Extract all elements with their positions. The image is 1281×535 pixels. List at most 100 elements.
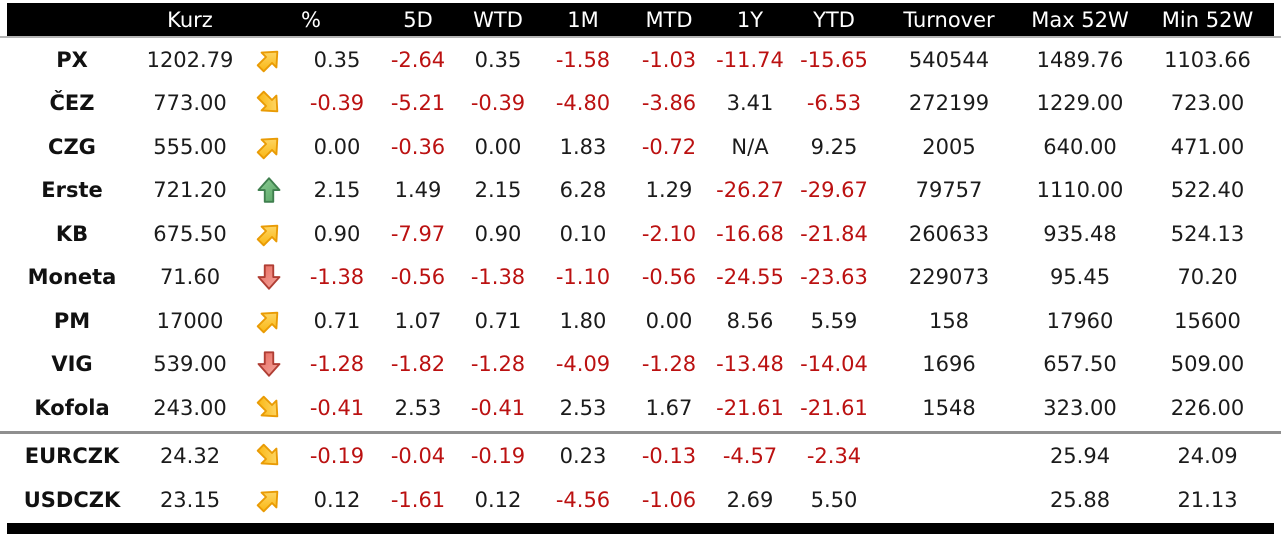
turnover-value: 158 bbox=[928, 308, 970, 333]
1m-value: -4.56 bbox=[555, 487, 611, 512]
1y-value: -26.27 bbox=[716, 178, 784, 203]
max52w-value: 17960 bbox=[1046, 308, 1114, 333]
column-header-ytd: YTD bbox=[813, 7, 855, 32]
ytd-value: 5.50 bbox=[810, 487, 858, 512]
table-row: VIG 539.00 -1.28 -1.82 -1.28 -4.09 -1.28… bbox=[7, 343, 1274, 387]
5d-value: -1.61 bbox=[390, 487, 446, 512]
max52w-value: 25.88 bbox=[1049, 487, 1111, 512]
min52w-value: 226.00 bbox=[1170, 395, 1245, 420]
percent-value: 0.00 bbox=[313, 134, 361, 159]
1m-value: 0.23 bbox=[559, 444, 607, 469]
wtd-value: -0.39 bbox=[470, 91, 526, 116]
turnover-value: 79757 bbox=[915, 178, 983, 203]
5d-value: -2.64 bbox=[390, 47, 446, 72]
5d-value: -5.21 bbox=[390, 91, 446, 116]
table-row: PX 1202.79 0.35 -2.64 0.35 -1.58 -1.03 -… bbox=[7, 38, 1274, 82]
turnover-value: 1696 bbox=[922, 352, 976, 377]
table-row: EURCZK 24.32 -0.19 -0.04 -0.19 0.23 -0.1… bbox=[7, 435, 1274, 479]
5d-value: 1.07 bbox=[394, 308, 442, 333]
ticker-label: KB bbox=[55, 221, 89, 246]
table-row: Moneta 71.60 -1.38 -0.56 -1.38 -1.10 -0.… bbox=[7, 256, 1274, 300]
1y-value: 8.56 bbox=[726, 308, 774, 333]
wtd-value: -1.28 bbox=[470, 352, 526, 377]
arrow-up-right-icon bbox=[243, 299, 295, 343]
ticker-label: USDCZK bbox=[23, 487, 121, 512]
kurz-value: 555.00 bbox=[153, 134, 227, 159]
arrow-down-right-icon bbox=[243, 82, 295, 126]
wtd-value: -0.41 bbox=[470, 395, 526, 420]
max52w-value: 25.94 bbox=[1049, 444, 1111, 469]
arrow-up-right-icon bbox=[243, 212, 295, 256]
ytd-value: -29.67 bbox=[800, 178, 868, 203]
kurz-value: 721.20 bbox=[153, 178, 227, 203]
1y-value: -21.61 bbox=[716, 395, 784, 420]
min52w-value: 1103.66 bbox=[1164, 47, 1251, 72]
ytd-value: -21.84 bbox=[800, 221, 868, 246]
kurz-value: 1202.79 bbox=[146, 47, 234, 72]
ticker-label: ČEZ bbox=[49, 91, 95, 116]
wtd-value: -0.19 bbox=[470, 444, 526, 469]
kurz-value: 539.00 bbox=[153, 352, 227, 377]
1y-value: -11.74 bbox=[716, 47, 784, 72]
percent-value: -0.39 bbox=[309, 91, 365, 116]
stock-rows-group: PX 1202.79 0.35 -2.64 0.35 -1.58 -1.03 -… bbox=[7, 38, 1274, 430]
ticker-label: Moneta bbox=[27, 265, 117, 290]
ytd-value: -14.04 bbox=[800, 352, 868, 377]
mtd-value: -1.28 bbox=[641, 352, 697, 377]
table-row: KB 675.50 0.90 -7.97 0.90 0.10 -2.10 -16… bbox=[7, 212, 1274, 256]
1m-value: 1.83 bbox=[559, 134, 607, 159]
wtd-value: 0.00 bbox=[474, 134, 522, 159]
table-row: USDCZK 23.15 0.12 -1.61 0.12 -4.56 -1.06… bbox=[7, 478, 1274, 522]
percent-value: 0.12 bbox=[313, 487, 361, 512]
ytd-value: 9.25 bbox=[810, 134, 858, 159]
1y-value: 2.69 bbox=[726, 487, 774, 512]
1y-value: -24.55 bbox=[716, 265, 784, 290]
1m-value: -4.09 bbox=[555, 352, 611, 377]
group-separator bbox=[0, 430, 1281, 434]
column-header-turnover: Turnover bbox=[903, 7, 995, 32]
arrow-up-right-icon bbox=[243, 125, 295, 169]
min52w-value: 471.00 bbox=[1170, 134, 1245, 159]
arrow-down-icon bbox=[243, 343, 295, 387]
turnover-value: 229073 bbox=[908, 265, 990, 290]
min52w-value: 509.00 bbox=[1170, 352, 1245, 377]
percent-value: 2.15 bbox=[313, 178, 361, 203]
1y-value: -4.57 bbox=[722, 444, 778, 469]
percent-value: -1.38 bbox=[309, 265, 365, 290]
min52w-value: 70.20 bbox=[1177, 265, 1238, 290]
1y-value: N/A bbox=[731, 134, 769, 159]
max52w-value: 323.00 bbox=[1043, 395, 1117, 420]
turnover-value: 272199 bbox=[908, 91, 990, 116]
arrow-down-right-icon bbox=[243, 386, 295, 430]
1m-value: 2.53 bbox=[559, 395, 607, 420]
ticker-label: EURCZK bbox=[24, 444, 120, 469]
mtd-value: 0.00 bbox=[645, 308, 693, 333]
1m-value: -1.58 bbox=[555, 47, 611, 72]
max52w-value: 640.00 bbox=[1043, 134, 1117, 159]
table-row: CZG 555.00 0.00 -0.36 0.00 1.83 -0.72 N/… bbox=[7, 125, 1274, 169]
5d-value: -0.36 bbox=[390, 134, 446, 159]
column-header-kurz: Kurz bbox=[167, 7, 213, 32]
1m-value: -1.10 bbox=[555, 265, 611, 290]
min52w-value: 522.40 bbox=[1170, 178, 1245, 203]
ticker-label: VIG bbox=[51, 352, 93, 377]
turnover-value: 1548 bbox=[922, 395, 976, 420]
mtd-value: 1.67 bbox=[645, 395, 693, 420]
wtd-value: 0.90 bbox=[474, 221, 522, 246]
column-header-mtd: MTD bbox=[645, 7, 693, 32]
ticker-label: Kofola bbox=[34, 395, 110, 420]
mtd-value: -0.13 bbox=[641, 444, 697, 469]
mtd-value: -1.06 bbox=[641, 487, 697, 512]
ytd-value: -2.34 bbox=[806, 444, 862, 469]
ticker-label: PX bbox=[56, 47, 88, 72]
5d-value: 2.53 bbox=[394, 395, 442, 420]
arrow-down-right-icon bbox=[243, 435, 295, 479]
mtd-value: 1.29 bbox=[645, 178, 693, 203]
max52w-value: 1229.00 bbox=[1036, 91, 1124, 116]
max52w-value: 657.50 bbox=[1043, 352, 1117, 377]
1y-value: -16.68 bbox=[716, 221, 784, 246]
ytd-value: -15.65 bbox=[800, 47, 868, 72]
kurz-value: 675.50 bbox=[153, 221, 227, 246]
arrow-down-icon bbox=[243, 256, 295, 300]
